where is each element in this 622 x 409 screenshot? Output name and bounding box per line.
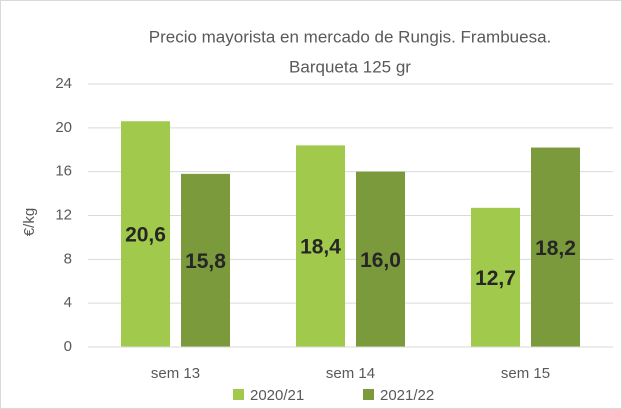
- data-label: 15,8: [185, 250, 226, 273]
- legend-label: 2020/21: [250, 387, 304, 404]
- y-axis-label: €/kg: [21, 208, 38, 236]
- y-tick-label: 16: [55, 163, 72, 180]
- x-tick-label: sem 13: [151, 365, 200, 382]
- y-tick-label: 24: [55, 75, 72, 92]
- y-tick-label: 20: [55, 119, 72, 136]
- legend-swatch: [233, 389, 244, 400]
- bar: [531, 147, 580, 347]
- data-label: 12,7: [475, 267, 516, 290]
- y-tick-label: 0: [64, 338, 72, 355]
- legend-label: 2021/22: [380, 387, 434, 404]
- chart-title: Barqueta 125 gr: [289, 57, 411, 76]
- data-label: 18,4: [300, 236, 341, 259]
- bar: [121, 121, 170, 347]
- bar: [296, 145, 345, 347]
- x-tick-label: sem 14: [326, 365, 375, 382]
- chart-title: Precio mayorista en mercado de Rungis. F…: [149, 27, 552, 46]
- bar: [471, 207, 520, 347]
- x-tick-label: sem 15: [501, 365, 550, 382]
- y-tick-label: 4: [64, 294, 72, 311]
- data-label: 16,0: [360, 249, 401, 272]
- data-label: 20,6: [125, 224, 166, 247]
- data-label: 18,2: [535, 237, 576, 260]
- y-tick-label: 8: [64, 250, 72, 267]
- bar: [356, 171, 405, 347]
- bar: [181, 173, 230, 347]
- legend-swatch: [363, 389, 374, 400]
- y-tick-label: 12: [55, 206, 72, 223]
